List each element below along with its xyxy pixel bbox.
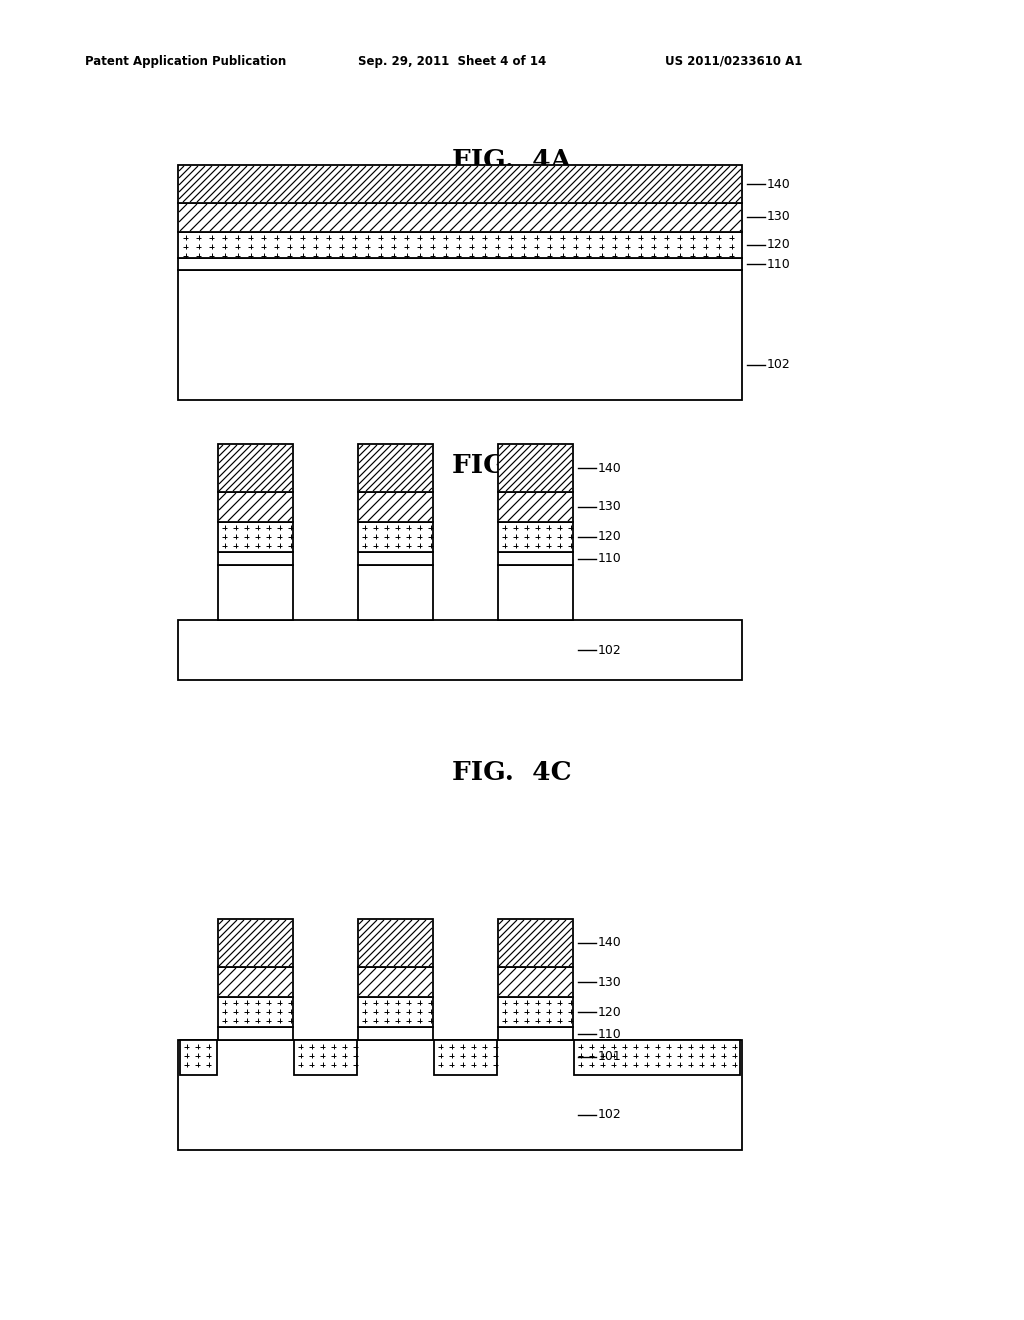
Text: 140: 140 xyxy=(767,177,791,190)
Text: 102: 102 xyxy=(767,359,791,371)
Bar xyxy=(218,521,293,552)
Bar xyxy=(218,492,293,521)
Bar xyxy=(218,919,293,968)
Text: 110: 110 xyxy=(767,257,791,271)
Bar xyxy=(218,565,293,620)
Bar xyxy=(574,1040,740,1074)
Text: 130: 130 xyxy=(767,210,791,223)
Text: FIG.  4A: FIG. 4A xyxy=(453,148,571,173)
Bar xyxy=(498,997,573,1027)
Bar xyxy=(178,165,742,203)
Bar xyxy=(358,968,433,997)
Bar xyxy=(358,492,433,521)
Text: 102: 102 xyxy=(598,644,622,656)
Bar xyxy=(294,1040,357,1074)
Text: 130: 130 xyxy=(598,500,622,513)
Bar xyxy=(178,271,742,400)
Bar xyxy=(218,552,293,565)
Bar xyxy=(434,1040,497,1074)
Bar xyxy=(498,521,573,552)
Text: FIG.  4C: FIG. 4C xyxy=(453,760,571,785)
Bar xyxy=(358,919,433,968)
Bar xyxy=(358,552,433,565)
Bar xyxy=(358,997,433,1027)
Bar xyxy=(498,919,573,968)
Bar xyxy=(498,492,573,521)
Text: Patent Application Publication: Patent Application Publication xyxy=(85,55,287,69)
Bar xyxy=(180,1040,217,1074)
Bar xyxy=(178,1040,742,1150)
Text: 101: 101 xyxy=(598,1051,622,1064)
Text: 120: 120 xyxy=(598,531,622,544)
Bar xyxy=(498,552,573,565)
Text: 140: 140 xyxy=(598,462,622,474)
Bar xyxy=(218,968,293,997)
Bar xyxy=(498,968,573,997)
Bar xyxy=(358,444,433,492)
Bar xyxy=(498,444,573,492)
Text: 110: 110 xyxy=(598,1027,622,1040)
Text: 102: 102 xyxy=(598,1109,622,1122)
Text: 130: 130 xyxy=(598,975,622,989)
Text: Sep. 29, 2011  Sheet 4 of 14: Sep. 29, 2011 Sheet 4 of 14 xyxy=(358,55,546,69)
Bar xyxy=(178,203,742,232)
Bar xyxy=(358,521,433,552)
Text: US 2011/0233610 A1: US 2011/0233610 A1 xyxy=(665,55,803,69)
Text: 120: 120 xyxy=(598,1006,622,1019)
Bar xyxy=(358,1027,433,1040)
Bar xyxy=(498,565,573,620)
Text: 120: 120 xyxy=(767,239,791,252)
Bar xyxy=(178,620,742,680)
Text: 140: 140 xyxy=(598,936,622,949)
Bar xyxy=(498,1027,573,1040)
Bar xyxy=(178,257,742,271)
Text: FIG.  4B: FIG. 4B xyxy=(452,453,572,478)
Bar xyxy=(218,997,293,1027)
Bar xyxy=(178,232,742,257)
Bar xyxy=(218,444,293,492)
Bar xyxy=(218,1027,293,1040)
Bar xyxy=(358,565,433,620)
Text: 110: 110 xyxy=(598,553,622,565)
